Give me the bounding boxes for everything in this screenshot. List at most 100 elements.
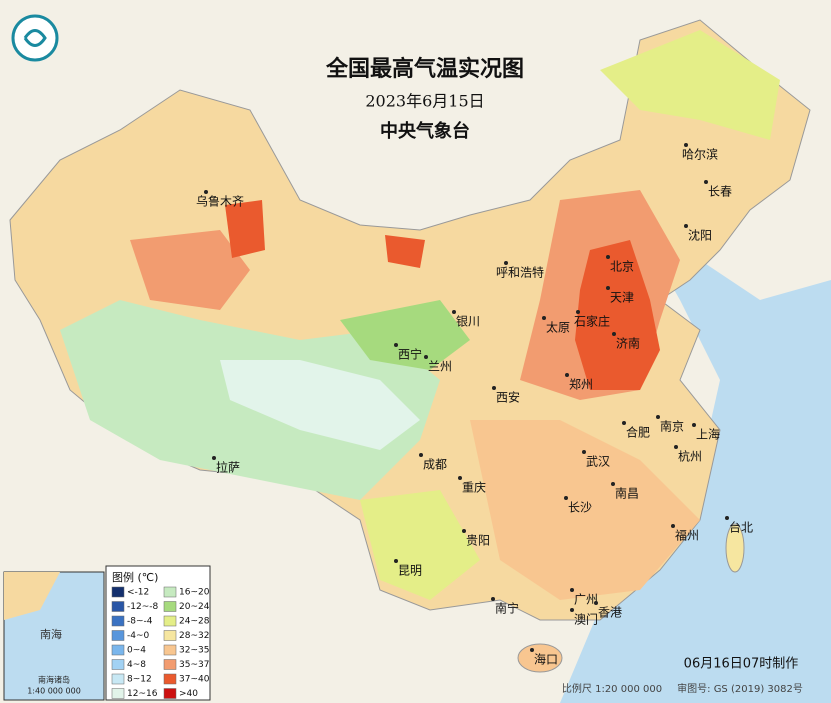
alxa-hot (385, 235, 425, 268)
date: 2023年6月15日 (365, 92, 484, 111)
hainan (517, 643, 563, 673)
city-dot (394, 559, 398, 563)
city-dot (674, 445, 678, 449)
legend-label: >40 (179, 689, 198, 699)
city-label: 昆明 (398, 564, 422, 578)
city-dot (204, 190, 208, 194)
city-dot (594, 601, 598, 605)
legend-swatch (111, 673, 125, 685)
city-dot (564, 496, 568, 500)
city-dot (419, 453, 423, 457)
city-label: 广州 (574, 593, 598, 607)
city-label: 银川 (456, 315, 480, 329)
city-dot (504, 261, 508, 265)
city-dot (570, 608, 574, 612)
legend-swatch (111, 615, 125, 627)
legend: 图例 (℃) <-12 -12~-8 -8~-4 -4~0 0~4 4~8 8~12 12~1… (105, 565, 211, 701)
legend-swatch (163, 586, 177, 598)
city-label: 重庆 (462, 481, 486, 495)
legend-title: 图例 (℃) (112, 570, 158, 584)
city-label: 兰州 (428, 360, 452, 374)
logo-mark (23, 29, 47, 47)
legend-label: 35~37 (179, 660, 209, 670)
legend-swatch (163, 630, 177, 641)
city-label: 武汉 (586, 455, 610, 469)
city-label: 杭州 (678, 449, 702, 464)
northeast-mild (600, 30, 780, 140)
city-label: 南昌 (615, 486, 639, 501)
city-label: 成都 (423, 458, 447, 472)
legend-swatch (163, 615, 177, 627)
city-dot (622, 421, 626, 425)
title: 全国最高气温实况图 (325, 56, 524, 82)
city-dot (692, 423, 696, 427)
legend-label: 28~32 (179, 631, 209, 641)
legend-swatch (163, 688, 177, 699)
legend-label: 37~40 (179, 675, 210, 685)
city-label: 福州 (675, 528, 699, 543)
city-label: 香港 (598, 606, 622, 620)
legend-label: -4~0 (127, 631, 150, 641)
legend-label: 16~20 (179, 588, 210, 598)
inset-islands: 南海诸岛 (38, 675, 70, 685)
yunnan-mild (360, 490, 480, 600)
city-dot (424, 355, 428, 359)
city-dot (212, 456, 216, 460)
city-label: 南宁 (495, 601, 519, 616)
city-dot (612, 332, 616, 336)
city-dot (684, 143, 688, 147)
legend-label: <-12 (127, 588, 149, 598)
legend-swatch (163, 673, 177, 685)
city-label: 呼和浩特 (496, 265, 544, 280)
city-label: 合肥 (626, 425, 650, 440)
city-dot (606, 255, 610, 259)
legend-swatch (111, 659, 125, 670)
inset-sea: 南海 (40, 627, 62, 641)
city-dot (671, 524, 675, 528)
city-dot (611, 482, 615, 486)
legend-swatch (111, 688, 125, 699)
legend-swatch (111, 630, 125, 641)
city-label: 哈尔滨 (682, 147, 718, 162)
city-label: 海口 (534, 652, 558, 667)
city-label: 郑州 (569, 377, 593, 392)
city-dot (656, 415, 660, 419)
legend-swatch (163, 601, 177, 612)
city-label: 天津 (610, 291, 634, 305)
south-warm (470, 420, 700, 600)
city-dot (530, 648, 534, 652)
agency: 中央气象台 (380, 120, 470, 142)
inset: 南海 南海诸岛 1:40 000 000 (3, 571, 105, 701)
city-label: 拉萨 (216, 460, 240, 475)
city-label: 沈阳 (688, 228, 712, 243)
review-number: 审图号: GS (2019) 3082号 (677, 682, 803, 695)
legend-label: -8~-4 (127, 617, 153, 627)
tarim-hot (130, 230, 250, 310)
city-label: 西安 (496, 390, 520, 405)
legend-swatch (111, 644, 125, 656)
city-dot (565, 373, 569, 377)
city-label: 北京 (610, 260, 634, 274)
city-dot (576, 310, 580, 314)
legend-swatch (163, 644, 177, 656)
legend-swatch (163, 659, 177, 670)
city-dot (452, 310, 456, 314)
legend-label: 24~28 (179, 617, 210, 627)
inset-land (4, 572, 60, 620)
inset-scale: 1:40 000 000 (27, 687, 81, 696)
legend-label: 32~35 (179, 646, 209, 656)
city-dot (394, 343, 398, 347)
legend-label: 12~16 (127, 689, 158, 699)
city-dot (725, 516, 729, 520)
city-dot (458, 476, 462, 480)
city-dot (582, 450, 586, 454)
north-china-very-hot (575, 240, 660, 390)
city-label: 台北 (729, 520, 753, 535)
city-label: 上海 (696, 427, 720, 442)
legend-label: 20~24 (179, 602, 210, 612)
legend-label: 8~12 (127, 675, 152, 685)
legend-label: -12~-8 (127, 602, 158, 612)
legend-label: 0~4 (127, 646, 146, 656)
